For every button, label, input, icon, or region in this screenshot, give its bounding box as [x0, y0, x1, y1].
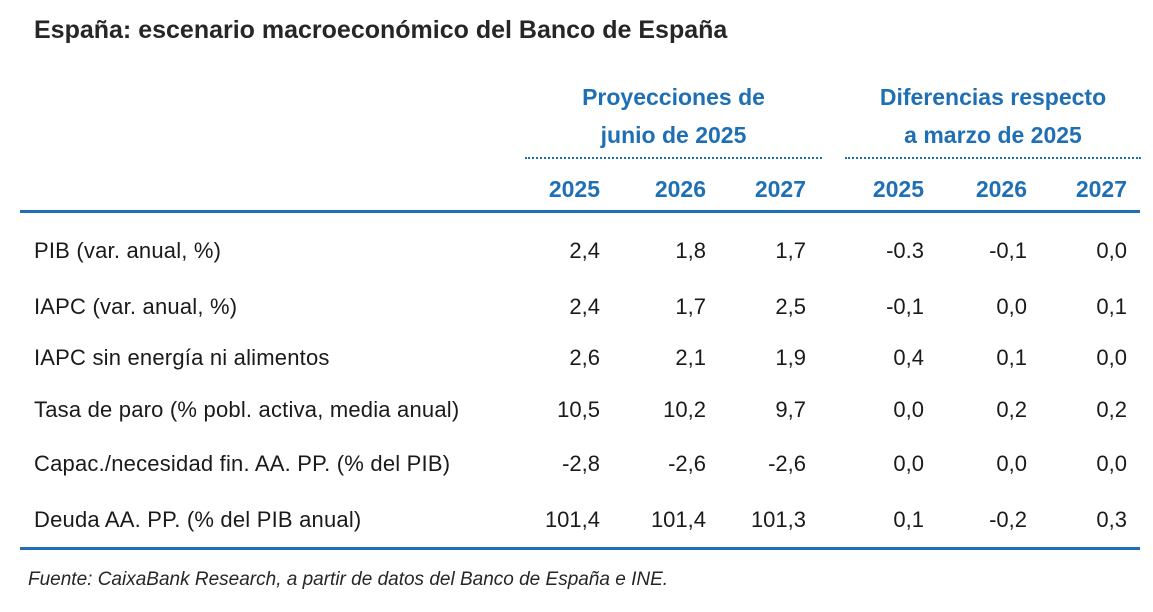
- row-label: IAPC sin energía ni alimentos: [34, 345, 330, 370]
- group-header-projections: Proyecciones de junio de 2025: [525, 78, 822, 154]
- group-header-differences: Diferencias respecto a marzo de 2025: [845, 78, 1141, 154]
- row-label: Capac./necesidad fin. AA. PP. (% del PIB…: [34, 451, 451, 476]
- column-header-year: 2026: [975, 176, 1027, 202]
- group-header-line: Proyecciones de: [582, 84, 765, 110]
- table-cell: 1,7: [775, 238, 806, 263]
- table-cell: 0,0: [893, 451, 924, 476]
- table-cell: 0,0: [1096, 451, 1127, 476]
- group-header-line: a marzo de 2025: [904, 122, 1082, 148]
- table-cell: 0,0: [893, 397, 924, 422]
- table-cell: -0,1: [989, 238, 1027, 263]
- table-cell: 0,1: [1096, 294, 1127, 319]
- table-cell: 2,4: [569, 238, 600, 263]
- table-cell: 0,1: [996, 345, 1027, 370]
- table-row: IAPC (var. anual, %) 2,4 1,7 2,5 -0,1 0,…: [0, 294, 1153, 324]
- table-cell: 1,9: [775, 345, 806, 370]
- table-cell: 1,7: [675, 294, 706, 319]
- group-header-line: junio de 2025: [600, 122, 747, 148]
- table-row: Tasa de paro (% pobl. activa, media anua…: [0, 397, 1153, 427]
- table-cell: 10,2: [663, 397, 706, 422]
- table-row: Deuda AA. PP. (% del PIB anual) 101,4 10…: [0, 507, 1153, 537]
- table-cell: 0,3: [1096, 507, 1127, 532]
- table-row: Capac./necesidad fin. AA. PP. (% del PIB…: [0, 451, 1153, 481]
- table-cell: 0,1: [893, 507, 924, 532]
- table-cell: 101,4: [544, 507, 600, 532]
- table-cell: 2,5: [775, 294, 806, 319]
- table-row: PIB (var. anual, %) 2,4 1,8 1,7 -0.3 -0,…: [0, 238, 1153, 268]
- table-cell: 0,0: [1096, 238, 1127, 263]
- table-title: España: escenario macroeconómico del Ban…: [34, 16, 728, 44]
- row-label: PIB (var. anual, %): [34, 238, 222, 263]
- table-cell: -0,2: [989, 507, 1027, 532]
- table-cell: 101,4: [650, 507, 706, 532]
- source-note: Fuente: CaixaBank Research, a partir de …: [28, 569, 669, 590]
- table-cell: 2,4: [569, 294, 600, 319]
- table-cell: 10,5: [557, 397, 600, 422]
- table-cell: 1,8: [675, 238, 706, 263]
- table-cell: 0,2: [1096, 397, 1127, 422]
- table-cell: 2,6: [569, 345, 600, 370]
- table-cell: -2,6: [668, 451, 706, 476]
- table-cell: 0,2: [996, 397, 1027, 422]
- table-row: IAPC sin energía ni alimentos 2,6 2,1 1,…: [0, 345, 1153, 375]
- group-divider-dotted: [525, 157, 822, 159]
- group-header-line: Diferencias respecto: [879, 84, 1107, 110]
- table-cell: 2,1: [675, 345, 706, 370]
- table-cell: -2,8: [562, 451, 600, 476]
- table-cell: 9,7: [775, 397, 806, 422]
- column-header-year: 2027: [1075, 176, 1127, 202]
- column-header-year: 2027: [754, 176, 806, 202]
- row-label: IAPC (var. anual, %): [34, 294, 238, 319]
- table-cell: 0,4: [893, 345, 924, 370]
- table-cell: 0,0: [996, 451, 1027, 476]
- table-cell: -2,6: [768, 451, 806, 476]
- table-cell: -0,1: [886, 294, 924, 319]
- row-label: Tasa de paro (% pobl. activa, media anua…: [34, 397, 460, 422]
- table-cell: 0,0: [996, 294, 1027, 319]
- column-header-year: 2026: [654, 176, 706, 202]
- header-rule: [20, 210, 1140, 213]
- row-label: Deuda AA. PP. (% del PIB anual): [34, 507, 362, 532]
- column-header-year: 2025: [548, 176, 600, 202]
- column-header-year: 2025: [872, 176, 924, 202]
- group-divider-dotted: [845, 157, 1141, 159]
- table-cell: 101,3: [750, 507, 806, 532]
- table-cell: 0,0: [1096, 345, 1127, 370]
- footer-rule: [20, 547, 1140, 550]
- table-cell: -0.3: [886, 238, 924, 263]
